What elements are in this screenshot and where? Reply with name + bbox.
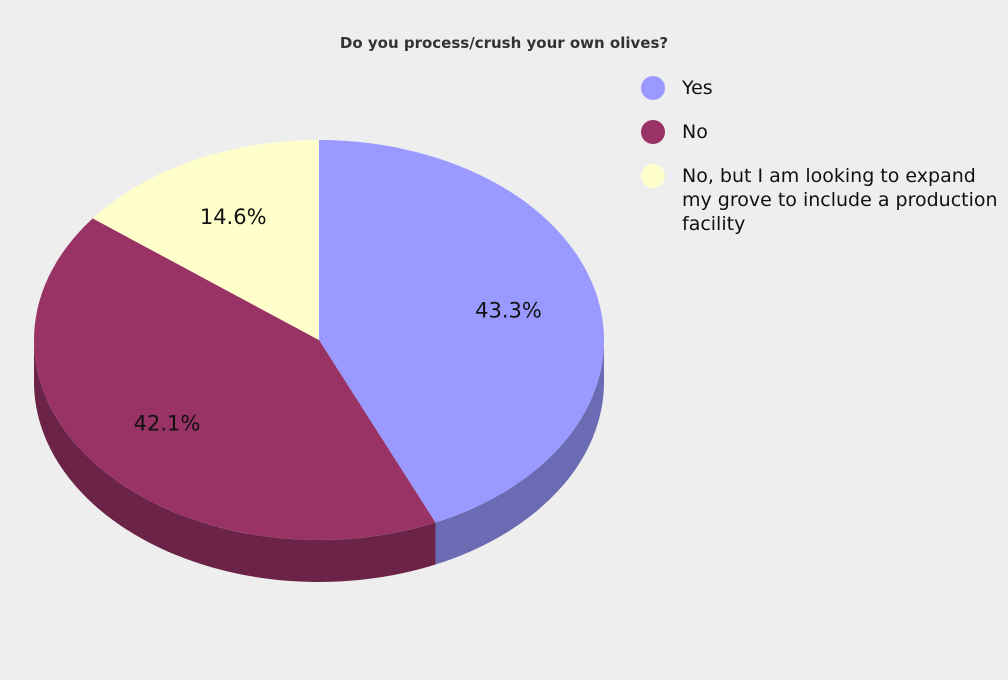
legend-swatch-no: [641, 120, 665, 144]
legend-swatch-yes: [641, 76, 665, 100]
pie-data-labels: 43.3% 42.1% 14.6%: [134, 205, 542, 435]
legend-item-yes[interactable]: Yes: [640, 76, 1000, 100]
data-label-no-but-expanding: 14.6%: [200, 205, 267, 229]
legend-swatch-no-but-expanding: [641, 164, 665, 188]
legend-label-yes: Yes: [682, 77, 713, 99]
pie-slice-no[interactable]: [33, 218, 436, 541]
pie-side-no: [34, 340, 436, 583]
pie-slice-yes[interactable]: [319, 140, 604, 523]
legend-item-no[interactable]: No: [640, 120, 1000, 144]
pie-slices: [33, 140, 604, 541]
legend-label-no-but-expanding: No, but I am looking to expand my grove …: [682, 165, 998, 235]
data-label-yes: 43.3%: [475, 299, 542, 323]
chart-title: Do you process/crush your own olives?: [339, 34, 669, 52]
pie-slice-no-but-expanding[interactable]: [92, 140, 319, 340]
legend: Yes No No, but I am looking to expand my…: [640, 76, 1000, 256]
legend-item-no-but-expanding[interactable]: No, but I am looking to expand my grove …: [640, 164, 1000, 236]
legend-label-no: No: [682, 121, 708, 143]
data-label-no: 42.1%: [134, 411, 201, 435]
pie-3d-sides: [34, 340, 604, 583]
pie-side-yes: [435, 340, 604, 565]
